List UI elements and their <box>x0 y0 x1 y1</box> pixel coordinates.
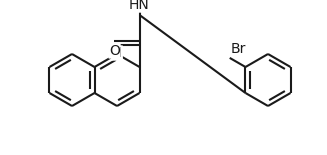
Text: Br: Br <box>231 42 246 56</box>
Text: O: O <box>109 44 120 58</box>
Text: N: N <box>112 46 122 60</box>
Text: HN: HN <box>128 0 149 12</box>
